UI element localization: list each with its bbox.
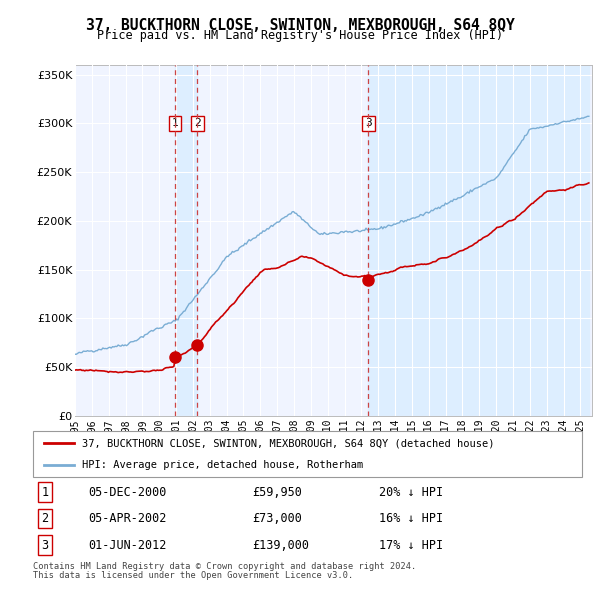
- Text: £59,950: £59,950: [253, 486, 302, 499]
- Text: 16% ↓ HPI: 16% ↓ HPI: [379, 512, 443, 525]
- Text: 05-APR-2002: 05-APR-2002: [88, 512, 166, 525]
- Text: Price paid vs. HM Land Registry's House Price Index (HPI): Price paid vs. HM Land Registry's House …: [97, 30, 503, 42]
- Text: 05-DEC-2000: 05-DEC-2000: [88, 486, 166, 499]
- Text: £73,000: £73,000: [253, 512, 302, 525]
- Text: 01-JUN-2012: 01-JUN-2012: [88, 539, 166, 552]
- FancyBboxPatch shape: [33, 431, 582, 477]
- Bar: [175, 65, 197, 416]
- Text: 1: 1: [172, 119, 178, 129]
- Text: HPI: Average price, detached house, Rotherham: HPI: Average price, detached house, Roth…: [82, 460, 364, 470]
- Text: 3: 3: [41, 539, 49, 552]
- Text: 37, BUCKTHORN CLOSE, SWINTON, MEXBOROUGH, S64 8QY (detached house): 37, BUCKTHORN CLOSE, SWINTON, MEXBOROUGH…: [82, 438, 495, 448]
- Bar: [368, 65, 589, 416]
- Text: 2: 2: [41, 512, 49, 525]
- Text: £139,000: £139,000: [253, 539, 310, 552]
- Text: 1: 1: [41, 486, 49, 499]
- Text: 37, BUCKTHORN CLOSE, SWINTON, MEXBOROUGH, S64 8QY: 37, BUCKTHORN CLOSE, SWINTON, MEXBOROUGH…: [86, 18, 514, 32]
- Text: Contains HM Land Registry data © Crown copyright and database right 2024.: Contains HM Land Registry data © Crown c…: [33, 562, 416, 571]
- Text: 3: 3: [365, 119, 372, 129]
- Text: 17% ↓ HPI: 17% ↓ HPI: [379, 539, 443, 552]
- Text: 2: 2: [194, 119, 201, 129]
- Text: This data is licensed under the Open Government Licence v3.0.: This data is licensed under the Open Gov…: [33, 571, 353, 580]
- Text: 20% ↓ HPI: 20% ↓ HPI: [379, 486, 443, 499]
